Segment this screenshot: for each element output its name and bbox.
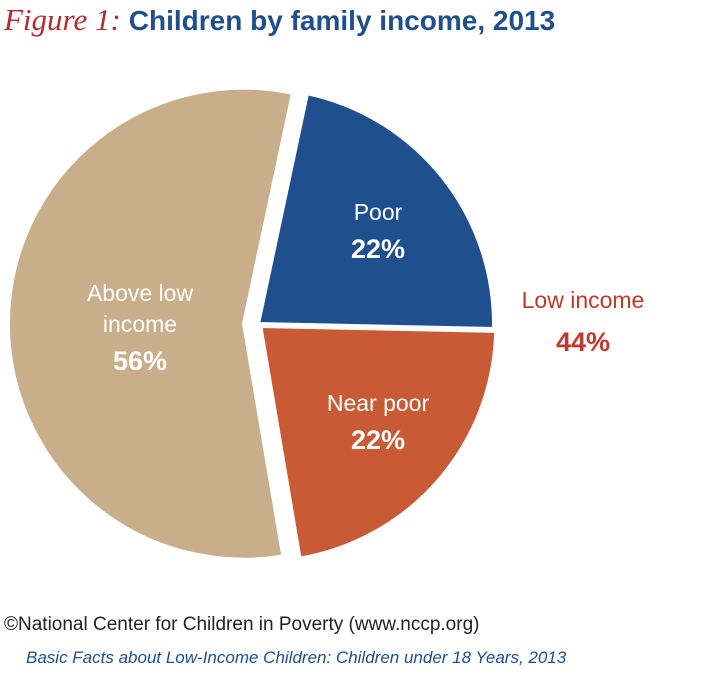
chart-title: Children by family income, 2013	[128, 5, 556, 36]
credit: ©National Center for Children in Poverty…	[4, 614, 480, 635]
annotation-label: Low income	[521, 287, 645, 313]
slice-value-label: 56%	[112, 346, 168, 376]
slice-label: Above low income	[86, 280, 194, 337]
pie-slice	[257, 323, 499, 561]
slice-value-label: 22%	[350, 234, 406, 264]
slice-label: Poor	[353, 199, 403, 225]
pie-slice	[6, 85, 296, 562]
pie-slice	[255, 90, 496, 331]
title: Figure 1: Children by family income, 2013	[4, 2, 555, 38]
slice-label: Near poor	[326, 390, 430, 416]
title-prefix: Figure 1:	[4, 2, 121, 37]
citation: Basic Facts about Low-Income Children: C…	[26, 648, 567, 667]
annotation-value: 44%	[555, 327, 611, 357]
slice-value-label: 22%	[350, 425, 406, 455]
